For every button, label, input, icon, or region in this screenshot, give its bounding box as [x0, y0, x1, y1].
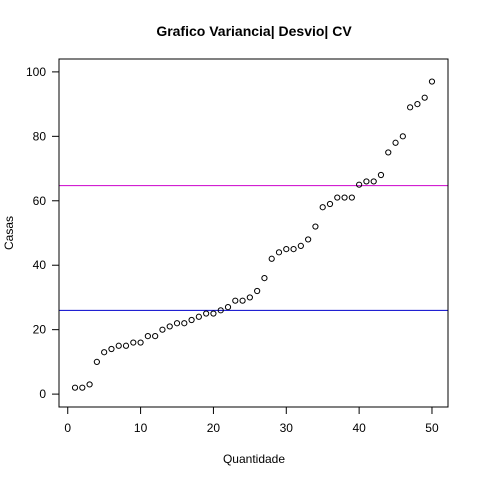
x-axis-label: Quantidade: [223, 452, 285, 466]
y-tick-label: 100: [26, 65, 46, 79]
data-point: [130, 339, 137, 346]
data-point: [232, 297, 239, 304]
data-point: [385, 149, 392, 156]
data-point: [195, 313, 202, 320]
data-point: [86, 381, 93, 388]
data-point: [312, 223, 319, 230]
data-point: [268, 255, 275, 262]
data-point: [377, 171, 385, 179]
data-point: [428, 78, 436, 85]
data-point: [414, 101, 421, 108]
x-tick-label: 40: [352, 421, 366, 435]
y-axis: 0 20 40 60 80 100: [26, 65, 60, 401]
y-tick-label: 60: [33, 194, 47, 208]
data-point: [363, 178, 370, 185]
data-point: [283, 246, 290, 253]
data-point: [203, 310, 210, 317]
data-point: [297, 242, 304, 249]
data-point: [115, 342, 122, 349]
y-axis-label: Casas: [2, 216, 16, 250]
data-point: [101, 349, 108, 356]
data-point: [71, 384, 79, 391]
data-point: [407, 104, 414, 111]
y-tick-label: 40: [33, 258, 47, 272]
data-point: [246, 294, 253, 301]
data-point: [254, 287, 261, 295]
data-point: [159, 326, 166, 333]
data-point: [152, 333, 159, 340]
data-point: [188, 316, 195, 324]
data-point: [290, 246, 297, 253]
data-point: [108, 345, 115, 353]
data-point: [392, 139, 399, 146]
x-axis: 0 10 20 30 40 50: [64, 406, 439, 435]
data-point: [341, 194, 348, 201]
reference-lines: [59, 185, 448, 311]
data-point: [173, 320, 181, 327]
data-point: [224, 304, 232, 311]
data-point: [181, 320, 188, 327]
x-tick-label: 0: [64, 421, 71, 435]
data-point: [275, 249, 283, 256]
data-point: [305, 236, 312, 243]
data-point: [122, 342, 130, 349]
data-point: [370, 178, 377, 185]
data-point: [334, 194, 341, 201]
data-point: [93, 358, 100, 365]
x-tick-label: 30: [280, 421, 294, 435]
y-tick-label: 20: [33, 323, 47, 337]
data-points: [71, 78, 436, 391]
data-point: [326, 200, 334, 208]
data-point: [261, 275, 268, 282]
x-tick-label: 20: [207, 421, 221, 435]
y-tick-label: 0: [39, 387, 46, 401]
chart-title: Grafico Variancia| Desvio| CV: [156, 23, 352, 39]
data-point: [356, 181, 363, 188]
data-point: [239, 297, 246, 304]
data-point: [399, 133, 406, 140]
data-point: [421, 94, 428, 101]
y-tick-label: 80: [33, 129, 47, 143]
plot-frame: [58, 58, 449, 408]
data-point: [166, 323, 173, 330]
data-point: [144, 333, 151, 340]
data-point: [137, 339, 144, 346]
x-tick-label: 10: [134, 421, 148, 435]
data-point: [319, 204, 326, 211]
data-point: [217, 307, 224, 314]
data-point: [210, 310, 217, 317]
data-point: [348, 194, 355, 201]
data-point: [79, 384, 86, 391]
x-tick-label: 50: [425, 421, 439, 435]
